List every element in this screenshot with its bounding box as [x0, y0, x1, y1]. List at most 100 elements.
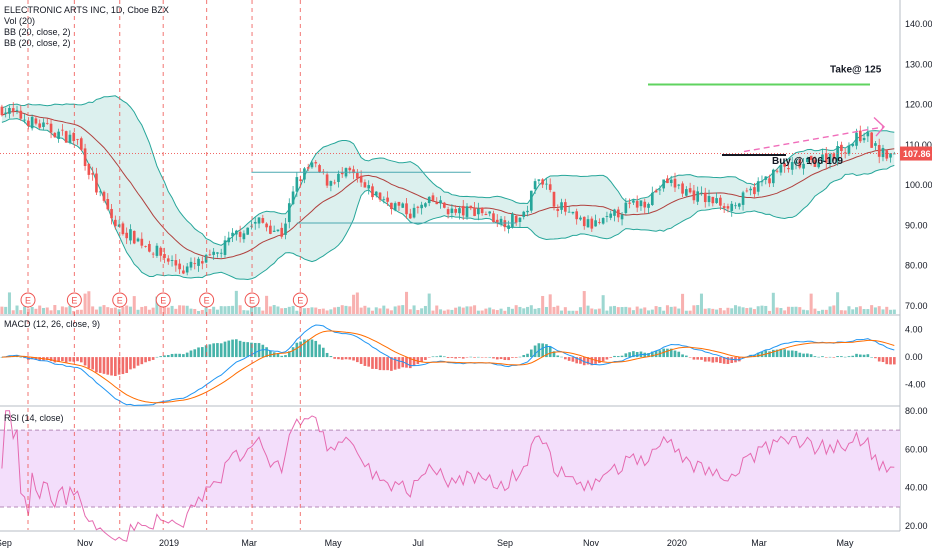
macd-histogram-bar	[579, 357, 582, 364]
macd-histogram-bar	[768, 351, 771, 358]
volume-bar	[76, 309, 80, 314]
macd-histogram-bar	[477, 356, 480, 358]
volume-bar	[469, 306, 473, 314]
candle-body	[212, 251, 215, 255]
volume-bar	[83, 293, 87, 314]
candle-body	[393, 203, 397, 211]
candle-body	[643, 201, 647, 208]
macd-histogram-bar	[231, 339, 234, 358]
macd-histogram-bar	[840, 356, 843, 358]
volume-bar	[374, 307, 378, 314]
volume-bar	[605, 310, 609, 314]
price-axis-tick-label: 110.00	[905, 140, 932, 150]
volume-bar	[567, 310, 571, 314]
macd-histogram-bar	[582, 357, 586, 366]
rsi-axis-tick-label: 60.00	[905, 444, 928, 454]
macd-indicator-label[interactable]: MACD (12, 26, close, 9)	[4, 319, 101, 329]
volume-bar	[741, 307, 745, 314]
symbol-title[interactable]: ELECTRONIC ARTS INC, 1D, Cboe BZX	[4, 5, 169, 15]
candle-body	[745, 190, 749, 192]
candle-body	[166, 258, 170, 262]
macd-histogram-bar	[495, 357, 499, 360]
volume-bar	[798, 307, 802, 314]
macd-histogram-bar	[507, 357, 510, 361]
candle-body	[601, 218, 605, 224]
candle-body	[711, 196, 715, 204]
volume-bar	[144, 306, 148, 314]
candle-body	[681, 183, 684, 194]
volume-bar	[147, 309, 151, 314]
candle-body	[446, 209, 450, 215]
volume-bar	[582, 291, 586, 314]
macd-histogram-bar	[692, 357, 696, 360]
macd-histogram-bar	[189, 350, 193, 358]
candle-body	[132, 230, 136, 244]
volume-bar	[624, 306, 628, 314]
volume-bar	[450, 309, 454, 314]
macd-histogram-bar	[552, 351, 556, 358]
volume-bar	[783, 310, 787, 314]
candle-body	[386, 197, 389, 202]
candle-body	[306, 167, 310, 169]
candle-body	[855, 132, 858, 146]
macd-histogram-bar	[666, 348, 669, 358]
candle-body	[303, 168, 306, 180]
macd-histogram-bar	[68, 357, 72, 362]
volume-bar	[658, 306, 662, 314]
volume-bar	[174, 308, 178, 314]
candle-body	[76, 138, 79, 140]
volume-bar	[802, 309, 806, 314]
macd-histogram-bar	[83, 357, 87, 366]
macd-histogram-bar	[57, 357, 60, 362]
macd-histogram-bar	[193, 349, 197, 358]
candle-body	[356, 173, 359, 179]
macd-histogram-bar	[624, 353, 628, 358]
macd-histogram-bar	[669, 348, 673, 358]
candle-body	[87, 163, 91, 175]
candle-body	[473, 207, 476, 217]
candle-body	[790, 162, 794, 170]
candle-body	[337, 173, 340, 182]
macd-histogram-bar	[95, 357, 98, 373]
volume-bar	[348, 306, 352, 314]
macd-histogram-bar	[798, 352, 802, 358]
macd-histogram-bar	[223, 341, 227, 358]
candle-body	[416, 206, 420, 208]
macd-histogram-bar	[359, 357, 363, 364]
candle-body	[707, 196, 711, 203]
volume-bar	[892, 309, 896, 314]
candle-body	[771, 169, 775, 184]
candle-body	[287, 203, 291, 223]
bb-indicator-label-1[interactable]: BB (20, close, 2)	[4, 27, 71, 37]
volume-bar	[246, 310, 250, 314]
volume-bar	[117, 309, 121, 314]
volume-bar	[643, 307, 647, 314]
candle-body	[420, 204, 423, 209]
volume-bar	[208, 309, 212, 314]
vol-indicator-label[interactable]: Vol (20)	[4, 16, 36, 26]
rsi-indicator-label[interactable]: RSI (14, close)	[4, 413, 64, 423]
volume-bar	[151, 307, 155, 314]
last-price-tag	[900, 146, 932, 161]
macd-histogram-bar	[813, 356, 817, 358]
candle-body	[106, 198, 110, 210]
take-profit-label: Take@ 125	[830, 65, 882, 76]
buy-zone-label: Buy @ 106-109	[772, 156, 843, 167]
volume-bar	[344, 305, 348, 314]
candle-body	[843, 152, 847, 154]
macd-histogram-bar	[836, 356, 839, 358]
volume-bar	[197, 310, 201, 314]
macd-histogram-bar	[98, 357, 102, 373]
earnings-marker	[112, 292, 128, 308]
macd-axis-tick-label: 4.00	[905, 325, 923, 335]
bb-indicator-label-2[interactable]: BB (20, close, 2)	[4, 38, 71, 48]
volume-bar	[820, 309, 824, 314]
candle-body	[424, 203, 427, 207]
volume-bar	[786, 306, 790, 314]
candle-body	[870, 132, 873, 148]
macd-histogram-bar	[522, 355, 526, 358]
volume-bar	[166, 307, 170, 314]
price-axis-tick-label: 80.00	[905, 261, 928, 271]
macd-histogram-bar	[329, 356, 333, 358]
